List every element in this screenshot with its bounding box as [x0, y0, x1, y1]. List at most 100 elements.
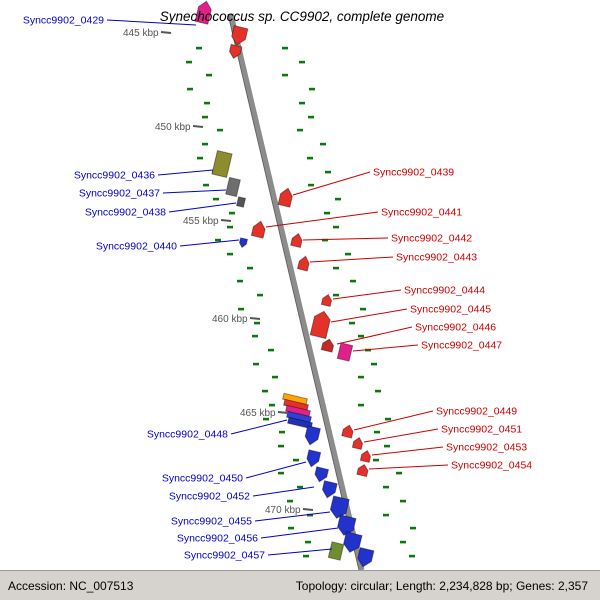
gene-label[interactable]: Syncc9902_0451	[441, 424, 522, 436]
minor-gene-tick	[307, 513, 313, 517]
gene-arrow[interactable]	[290, 232, 304, 249]
scale-label: 465 kbp	[240, 408, 276, 419]
minor-gene-tick	[374, 430, 380, 434]
leader-line	[252, 486, 315, 497]
gene-arrow[interactable]	[194, 0, 213, 25]
leader-line	[309, 256, 394, 263]
minor-gene-tick	[252, 334, 258, 338]
gene-label[interactable]: Syncc9902_0449	[436, 406, 517, 418]
gene-label[interactable]: Syncc9902_0440	[96, 241, 177, 253]
minor-gene-tick	[229, 211, 235, 215]
gene-box[interactable]	[287, 416, 313, 430]
gene-arrow[interactable]	[320, 293, 333, 307]
gene-arrow[interactable]	[296, 255, 311, 272]
scale-tick	[192, 125, 204, 128]
genome-map-layers: 445 kbp 450 kbp 455 kbp 460 kbp 465 kbp 470 k…	[23, 0, 532, 570]
gene-box[interactable]	[235, 196, 247, 208]
minor-gene-tick	[345, 252, 351, 256]
scale-label: 450 kbp	[155, 122, 191, 133]
minor-gene-tick	[278, 471, 284, 475]
gene-label[interactable]: Syncc9902_0445	[410, 304, 491, 316]
gene-label[interactable]: Syncc9902_0457	[184, 550, 265, 562]
accession-text: Accession: NC_007513	[8, 578, 134, 593]
gene-label[interactable]: Syncc9902_0448	[147, 429, 228, 441]
leader-line	[168, 202, 237, 213]
minor-gene-tick	[197, 156, 203, 160]
genome-backbone	[228, 13, 365, 570]
minor-gene-tick	[350, 279, 356, 283]
minor-gene-tick	[282, 73, 288, 77]
gene-arrow[interactable]	[342, 531, 363, 554]
minor-gene-tick	[217, 128, 223, 132]
scale-tick	[160, 31, 172, 34]
minor-gene-tick	[268, 348, 274, 352]
gene-arrow[interactable]	[341, 424, 354, 439]
scale-tick	[220, 219, 232, 222]
minor-gene-tick	[227, 225, 233, 229]
gene-arrow[interactable]	[356, 547, 375, 569]
gene-label[interactable]: Syncc9902_0441	[381, 207, 462, 219]
gene-label[interactable]: Syncc9902_0443	[396, 252, 477, 264]
minor-gene-tick	[204, 101, 210, 105]
gene-arrow[interactable]	[230, 25, 249, 47]
minor-gene-tick	[309, 87, 315, 91]
minor-gene-tick	[263, 417, 269, 421]
gene-label[interactable]: Syncc9902_0436	[74, 170, 155, 182]
gene-arrow[interactable]	[351, 436, 364, 450]
leader-line	[332, 289, 402, 300]
gene-arrow[interactable]	[238, 237, 249, 249]
minor-gene-tick	[299, 101, 305, 105]
gene-label[interactable]: Syncc9902_0429	[23, 15, 104, 27]
gene-box[interactable]	[327, 541, 345, 561]
gene-arrow[interactable]	[309, 310, 332, 340]
leader-line	[254, 511, 331, 522]
gene-arrow[interactable]	[304, 425, 321, 447]
gene-arrow[interactable]	[277, 187, 294, 208]
minor-gene-tick	[308, 115, 314, 119]
leader-line	[363, 428, 439, 443]
gene-arrow[interactable]	[305, 449, 322, 468]
gene-arrow[interactable]	[320, 338, 335, 353]
gene-arrow[interactable]	[359, 449, 372, 463]
gene-label[interactable]: Syncc9902_0439	[373, 167, 454, 179]
gene-label[interactable]: Syncc9902_0438	[85, 207, 166, 219]
leader-line	[230, 419, 288, 435]
gene-label[interactable]: Syncc9902_0454	[451, 460, 532, 472]
gene-label[interactable]: Syncc9902_0442	[391, 233, 472, 245]
gene-label[interactable]: Syncc9902_0452	[169, 491, 250, 503]
leader-line	[106, 19, 197, 26]
leader-line	[371, 446, 444, 456]
minor-gene-tick	[333, 293, 339, 297]
gene-label[interactable]: Syncc9902_0444	[404, 285, 485, 297]
leader-line	[368, 464, 449, 470]
leader-line	[162, 189, 227, 194]
minor-gene-tick	[288, 526, 294, 530]
genome-backbone-edge	[227, 13, 360, 570]
gene-arrow[interactable]	[250, 220, 266, 239]
minor-gene-tick	[262, 389, 268, 393]
gene-label[interactable]: Syncc9902_0450	[162, 473, 243, 485]
gene-arrow[interactable]	[356, 463, 369, 478]
gene-label[interactable]: Syncc9902_0447	[421, 340, 502, 352]
gene-box[interactable]	[225, 176, 241, 198]
gene-box[interactable]	[211, 149, 233, 179]
gene-arrow[interactable]	[228, 43, 243, 60]
scale-label: 455 kbp	[183, 216, 219, 227]
minor-gene-tick	[257, 293, 263, 297]
scale-label: 460 kbp	[212, 314, 248, 325]
gene-box[interactable]	[336, 342, 354, 362]
minor-gene-tick	[293, 458, 299, 462]
gene-label[interactable]: Syncc9902_0437	[79, 188, 160, 200]
gene-arrow[interactable]	[321, 480, 338, 500]
gene-label[interactable]: Syncc9902_0456	[177, 533, 258, 545]
gene-label[interactable]: Syncc9902_0453	[446, 442, 527, 454]
minor-gene-tick	[320, 142, 326, 146]
minor-gene-tick	[299, 60, 305, 64]
gene-label[interactable]: Syncc9902_0446	[415, 322, 496, 334]
minor-gene-tick	[383, 513, 389, 517]
gene-label[interactable]: Syncc9902_0455	[171, 516, 252, 528]
minor-gene-tick	[308, 183, 314, 187]
leader-line	[292, 171, 371, 196]
gene-arrow[interactable]	[314, 466, 330, 483]
minor-gene-tick	[335, 197, 341, 201]
